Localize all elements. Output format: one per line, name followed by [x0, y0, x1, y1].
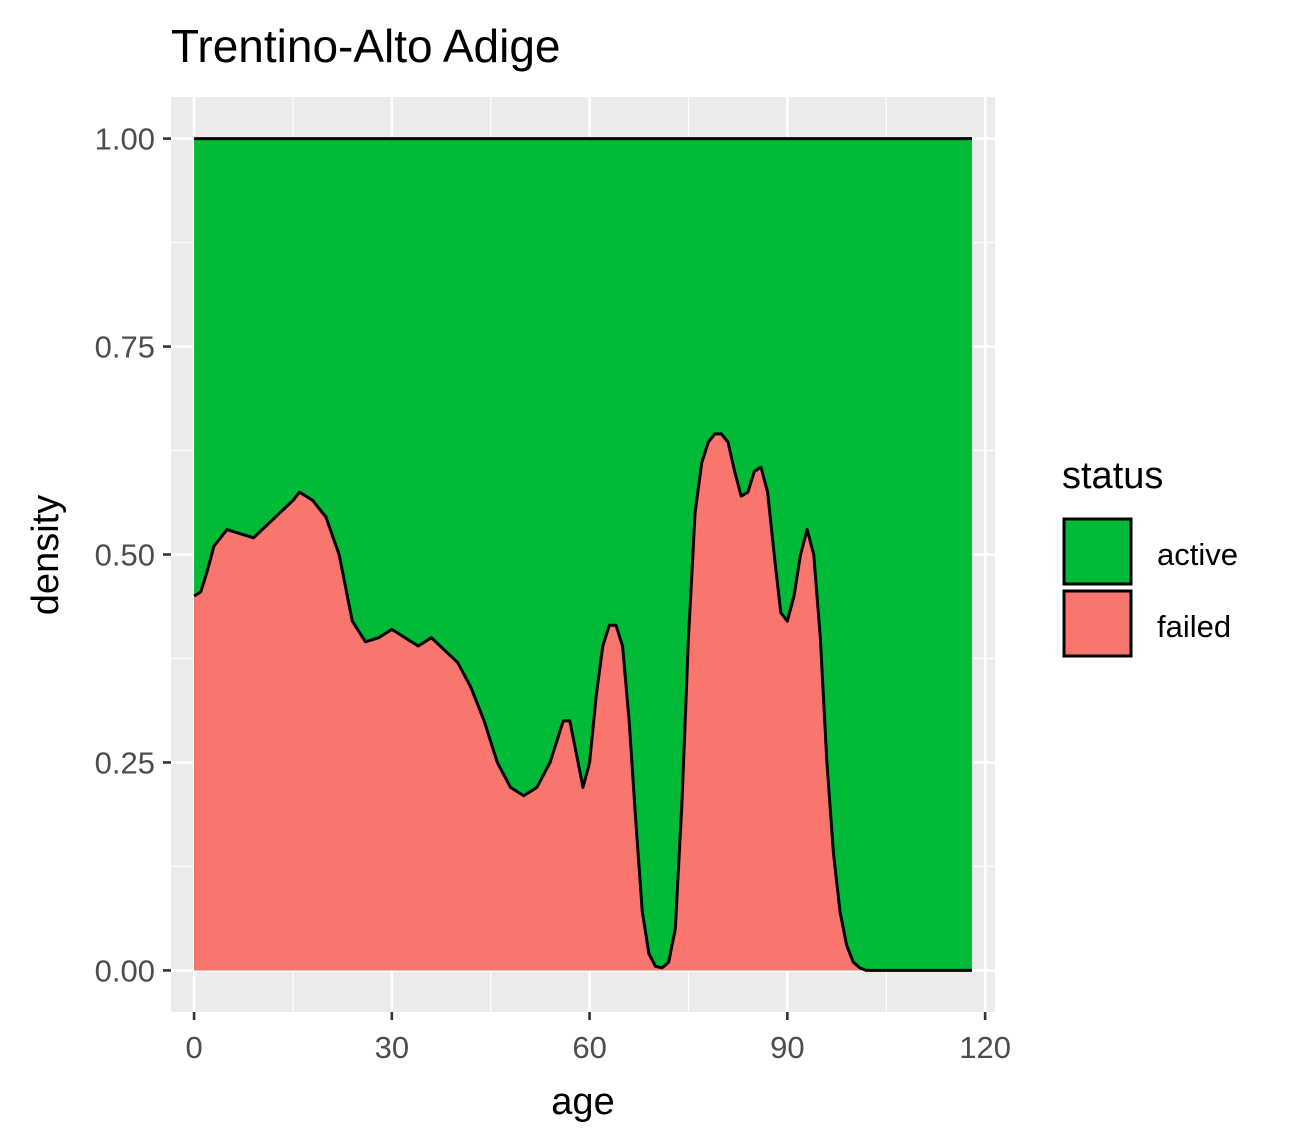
legend-title: status — [1062, 455, 1163, 497]
x-tick-label: 30 — [375, 1030, 409, 1065]
x-tick-label: 90 — [770, 1030, 804, 1065]
area-failed — [194, 433, 972, 971]
legend: status active failed — [1062, 455, 1238, 658]
x-tick-label: 60 — [572, 1030, 606, 1065]
legend-label-active: active — [1157, 537, 1238, 572]
x-axis-title: age — [551, 1081, 614, 1123]
legend-key-active — [1062, 517, 1133, 586]
legend-key-failed — [1062, 589, 1133, 658]
chart-title: Trentino-Alto Adige — [171, 20, 561, 72]
legend-label-failed: failed — [1157, 609, 1231, 644]
x-tick-label: 120 — [959, 1030, 1011, 1065]
y-axis-title: density — [25, 495, 67, 615]
x-axis: 0 30 60 90 120 — [185, 1012, 1011, 1065]
y-tick-label: 0.25 — [95, 745, 155, 780]
y-tick-label: 0.50 — [95, 538, 155, 573]
x-tick-label: 0 — [185, 1030, 202, 1065]
y-tick-label: 0.00 — [95, 953, 155, 988]
line-failed-top — [193, 432, 972, 972]
y-axis: 0.00 0.25 0.50 0.75 1.00 — [95, 122, 171, 988]
y-tick-label: 0.75 — [95, 330, 155, 365]
y-tick-label: 1.00 — [95, 122, 155, 157]
